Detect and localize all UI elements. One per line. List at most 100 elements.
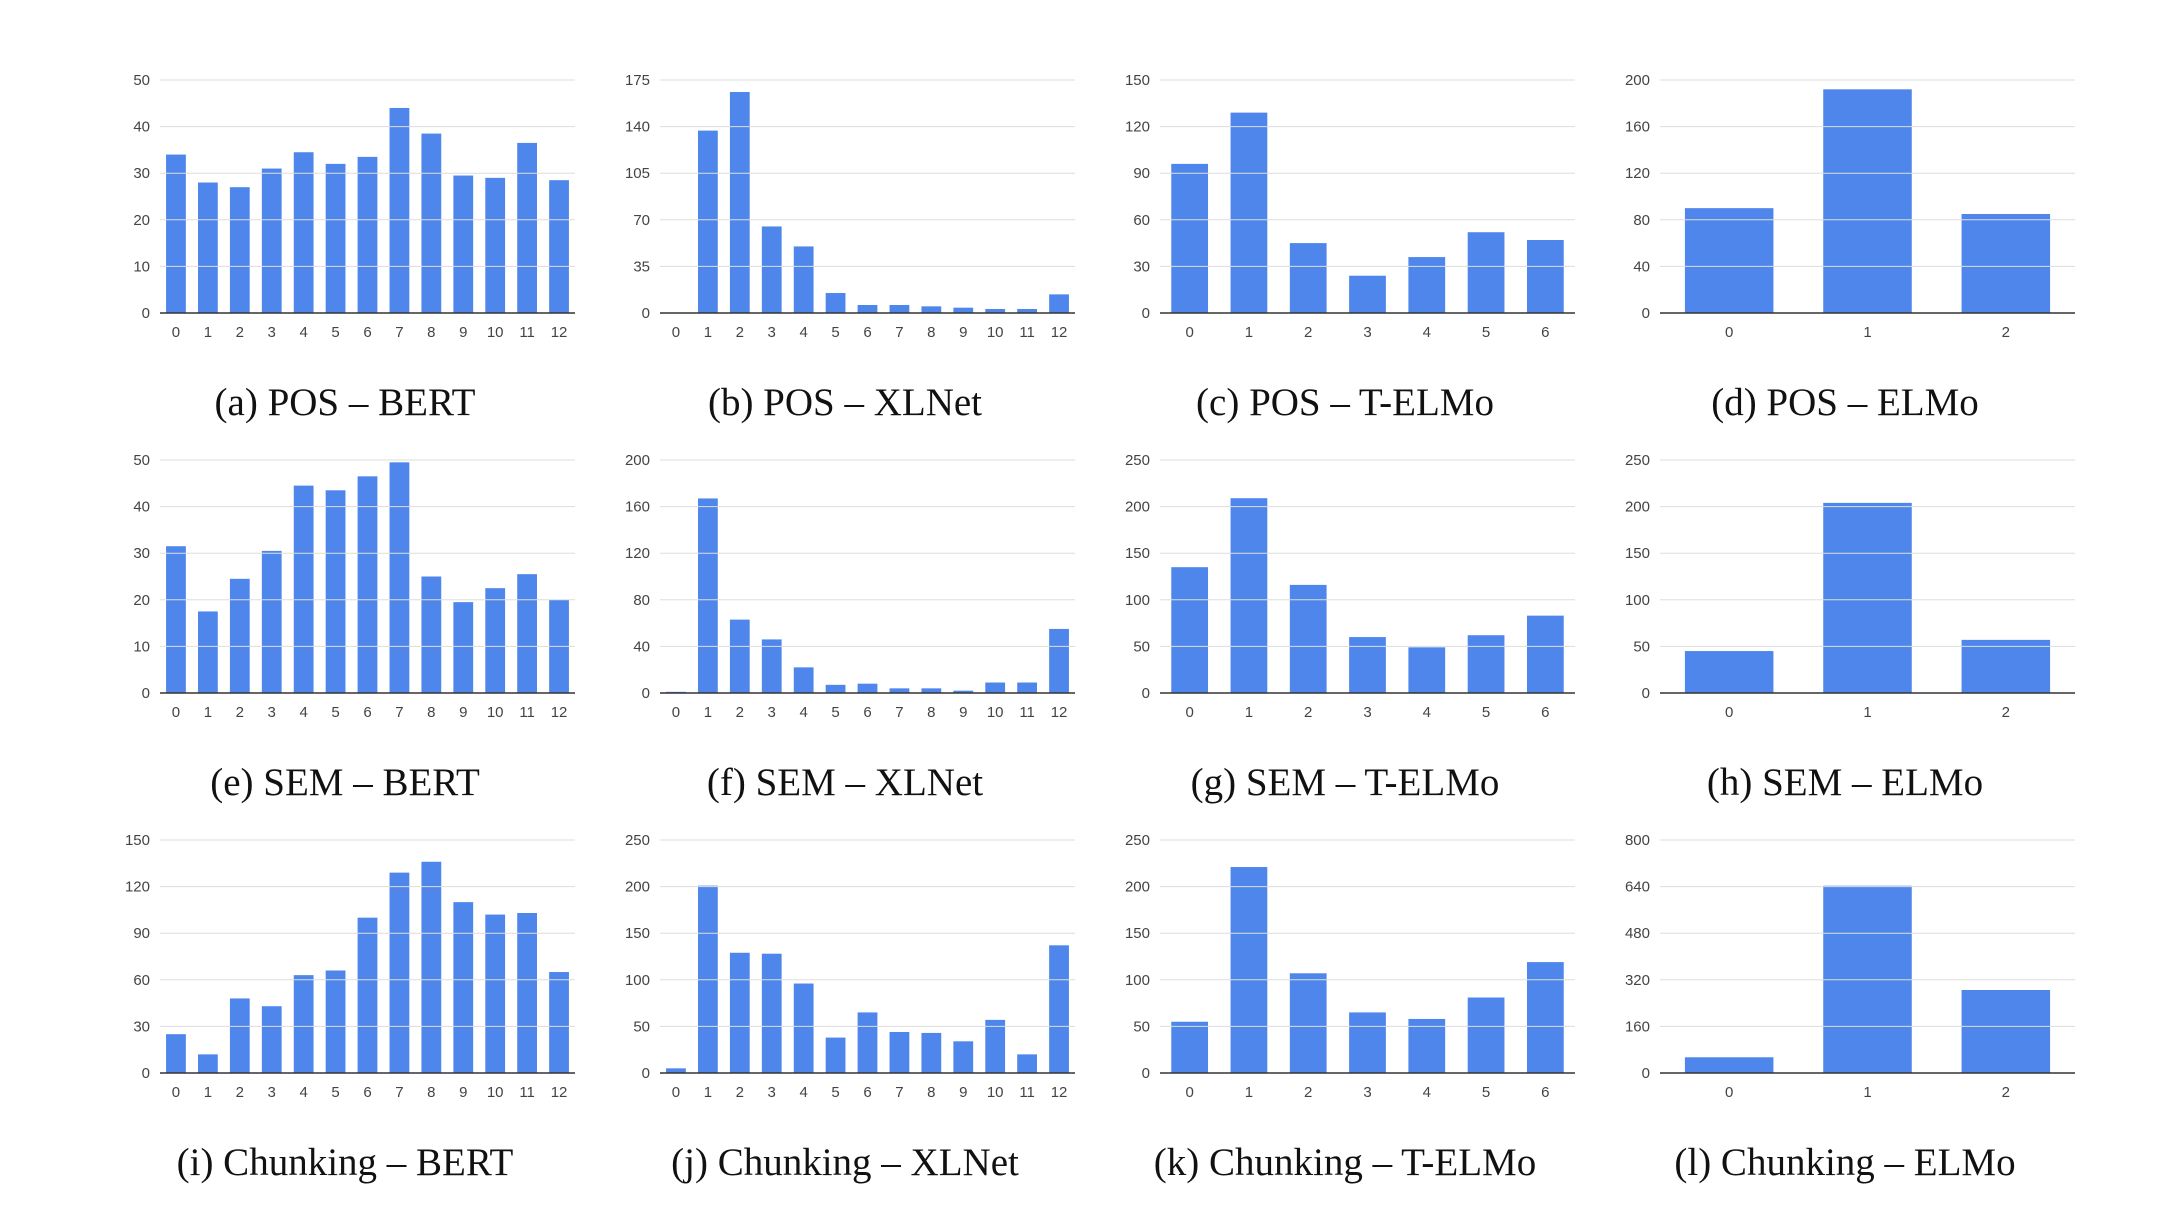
x-tick-label: 4 [1423,1084,1431,1101]
x-tick-label: 7 [895,704,903,721]
x-tick-label: 6 [363,324,371,341]
x-tick-label: 4 [299,324,307,341]
chart-caption: (b) POS – XLNet [707,381,983,424]
bar [921,1032,942,1073]
y-tick-label: 200 [625,879,650,896]
x-tick-label: 5 [831,704,839,721]
y-tick-label: 120 [1625,165,1650,182]
x-tick-label: 2 [1304,704,1312,721]
bar [1289,973,1327,1073]
bar [1526,239,1564,313]
chart-svg: 0 50 100 150 200 250 0 1 2 3 4 5 6 [1125,452,1575,721]
x-tick-label: 4 [299,1084,307,1101]
bar [1526,962,1564,1073]
x-tick-label: 0 [1725,324,1733,341]
bar [1349,275,1386,313]
bar [261,168,282,313]
x-tick-label: 8 [927,324,935,341]
bar [1408,647,1446,693]
bar [761,639,782,693]
y-tick-label: 200 [625,452,650,469]
bar [889,305,910,313]
y-tick-label: 640 [1625,879,1650,896]
x-tick-label: 2 [2002,1084,2010,1101]
x-tick-label: 1 [704,704,712,721]
bar [357,476,378,693]
bar [1017,1054,1038,1073]
y-tick-label: 90 [1133,165,1150,182]
y-tick-label: 250 [1625,452,1650,469]
x-tick-label: 2 [736,1084,744,1101]
x-tick-label: 12 [551,704,568,721]
bar [325,490,346,693]
y-tick-label: 0 [642,1065,650,1082]
bar [793,246,814,313]
x-tick-label: 12 [551,1084,568,1101]
bar [729,952,750,1073]
y-tick-label: 160 [1625,1018,1650,1035]
x-tick-label: 1 [204,1084,212,1101]
x-tick-label: 4 [1423,324,1431,341]
x-tick-label: 6 [363,1084,371,1101]
bar [889,688,910,693]
bar [166,546,186,693]
x-tick-label: 6 [863,704,871,721]
x-tick-label: 6 [1541,704,1549,721]
chart-caption: (k) Chunking – T-ELMo [1153,1141,1537,1184]
x-tick-label: 9 [959,704,967,721]
x-tick-label: 5 [831,1084,839,1101]
y-tick-label: 0 [142,685,150,702]
chart-caption: (j) Chunking – XLNet [671,1141,1019,1184]
y-tick-label: 250 [625,832,650,849]
x-tick-label: 9 [459,704,467,721]
x-tick-label: 2 [2002,324,2010,341]
y-tick-label: 140 [625,119,650,136]
y-tick-label: 200 [1625,72,1650,89]
x-tick-label: 4 [799,324,807,341]
bar [197,611,218,693]
chart-sem-elmo: 0 50 100 150 200 250 0 1 2 (h) SEM – ELMo [1610,420,2080,804]
bar [166,1034,186,1073]
y-tick-label: 80 [1633,212,1650,229]
chart-caption: (c) POS – T-ELMo [1196,381,1494,424]
y-tick-label: 50 [133,452,150,469]
chart-svg: 0 30 60 90 120 150 0 1 2 3 4 5 6 [1125,72,1575,341]
y-tick-label: 320 [1625,972,1650,989]
bar [1467,997,1505,1073]
x-tick-label: 5 [331,324,339,341]
bar [857,1012,878,1073]
y-tick-label: 50 [1133,638,1150,655]
y-tick-label: 150 [625,925,650,942]
x-tick-label: 4 [799,1084,807,1101]
y-tick-label: 480 [1625,925,1650,942]
x-tick-label: 11 [519,704,535,721]
x-tick-label: 0 [172,704,180,721]
y-tick-label: 40 [1633,258,1650,275]
x-tick-label: 3 [1363,1084,1371,1101]
bar [697,498,718,693]
bar [889,1031,910,1073]
x-tick-label: 11 [519,1084,535,1101]
y-tick-label: 200 [1125,879,1150,896]
x-tick-label: 5 [831,324,839,341]
x-tick-label: 8 [927,1084,935,1101]
x-tick-label: 1 [1245,704,1253,721]
x-tick-label: 0 [172,1084,180,1101]
x-tick-label: 3 [268,704,276,721]
y-tick-label: 0 [142,305,150,322]
bar [1171,1021,1209,1073]
y-tick-label: 30 [133,545,150,562]
y-tick-label: 90 [133,925,150,942]
x-tick-label: 0 [1185,1084,1193,1101]
x-tick-label: 12 [1051,1084,1068,1101]
y-tick-label: 0 [1642,685,1650,702]
bar [1349,637,1386,693]
y-tick-label: 40 [633,638,650,655]
x-tick-label: 9 [959,1084,967,1101]
bar [1049,294,1069,313]
x-tick-label: 8 [427,1084,435,1101]
